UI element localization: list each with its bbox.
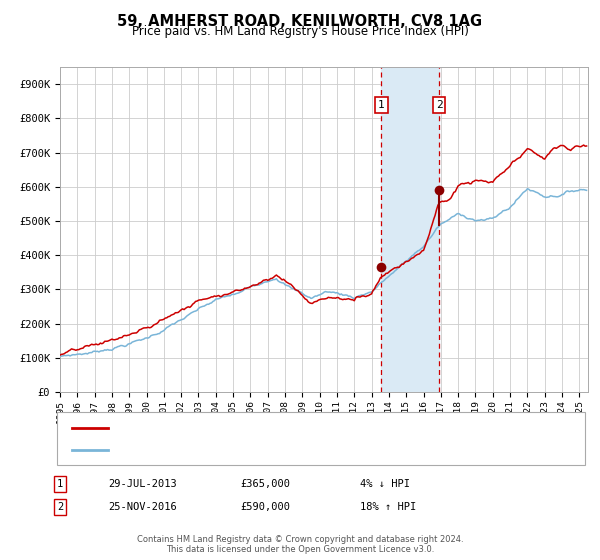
Text: 59, AMHERST ROAD, KENILWORTH, CV8 1AG: 59, AMHERST ROAD, KENILWORTH, CV8 1AG bbox=[118, 14, 482, 29]
Text: 1: 1 bbox=[57, 479, 63, 489]
Text: 18% ↑ HPI: 18% ↑ HPI bbox=[360, 502, 416, 512]
Bar bbox=[382, 67, 439, 392]
Text: 2: 2 bbox=[436, 100, 442, 110]
Text: 25-NOV-2016: 25-NOV-2016 bbox=[108, 502, 177, 512]
Text: Price paid vs. HM Land Registry's House Price Index (HPI): Price paid vs. HM Land Registry's House … bbox=[131, 25, 469, 38]
Text: 2: 2 bbox=[57, 502, 63, 512]
Text: 29-JUL-2013: 29-JUL-2013 bbox=[108, 479, 177, 489]
Text: 4% ↓ HPI: 4% ↓ HPI bbox=[360, 479, 410, 489]
Text: Contains HM Land Registry data © Crown copyright and database right 2024.
This d: Contains HM Land Registry data © Crown c… bbox=[137, 535, 463, 554]
Text: £365,000: £365,000 bbox=[240, 479, 290, 489]
Text: HPI: Average price, detached house, Warwick: HPI: Average price, detached house, Warw… bbox=[114, 445, 372, 455]
Text: 59, AMHERST ROAD, KENILWORTH, CV8 1AG (detached house): 59, AMHERST ROAD, KENILWORTH, CV8 1AG (d… bbox=[114, 423, 438, 433]
Text: £590,000: £590,000 bbox=[240, 502, 290, 512]
Text: 1: 1 bbox=[378, 100, 385, 110]
